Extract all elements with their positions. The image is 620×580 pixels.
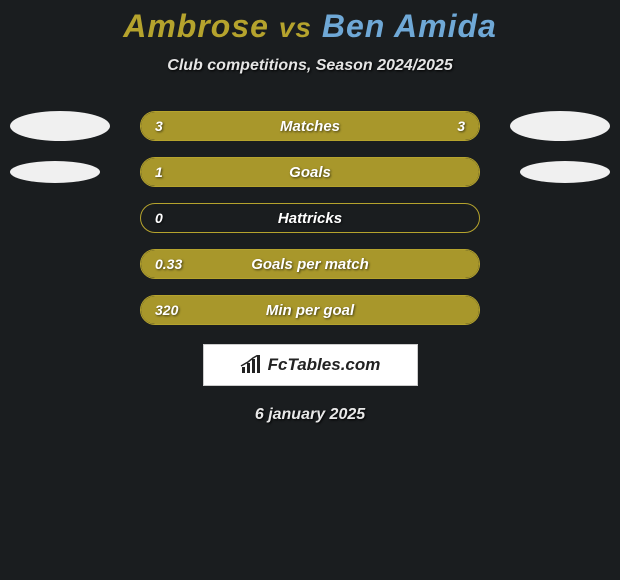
stat-bar: Hattricks0 xyxy=(140,203,480,233)
stat-label: Matches xyxy=(141,118,479,135)
player2-badge xyxy=(510,111,610,141)
stat-row: Matches3 3 xyxy=(0,110,620,142)
stat-label: Hattricks xyxy=(141,210,479,227)
stat-bar: Goals per match0.33 xyxy=(140,249,480,279)
stat-value-left: 0.33 xyxy=(155,256,182,272)
stat-label: Min per goal xyxy=(141,302,479,319)
date-text: 6 january 2025 xyxy=(0,406,620,424)
stat-row: Goals1 xyxy=(0,156,620,188)
vs-text: vs xyxy=(279,12,312,43)
stat-value-left: 320 xyxy=(155,302,178,318)
stat-bar: Goals1 xyxy=(140,157,480,187)
brand-logo[interactable]: FcTables.com xyxy=(203,344,418,386)
player1-name: Ambrose xyxy=(123,8,269,44)
chart-icon xyxy=(240,355,264,375)
stat-label: Goals per match xyxy=(141,256,479,273)
player2-badge xyxy=(520,161,610,183)
stat-value-left: 3 xyxy=(155,118,163,134)
player1-badge xyxy=(10,161,100,183)
stat-row: Goals per match0.33 xyxy=(0,248,620,280)
stat-value-left: 1 xyxy=(155,164,163,180)
stat-value-right: 3 xyxy=(457,118,465,134)
stat-label: Goals xyxy=(141,164,479,181)
subtitle: Club competitions, Season 2024/2025 xyxy=(0,57,620,75)
brand-text: FcTables.com xyxy=(268,355,381,375)
player1-badge xyxy=(10,111,110,141)
stat-bar: Matches3 3 xyxy=(140,111,480,141)
player2-name: Ben Amida xyxy=(322,8,497,44)
stat-row: Hattricks0 xyxy=(0,202,620,234)
stat-bar: Min per goal320 xyxy=(140,295,480,325)
stats-area: Matches3 3 Goals1 Hattricks0 Goals per match… xyxy=(0,110,620,326)
stat-value-left: 0 xyxy=(155,210,163,226)
comparison-widget: Ambrose vs Ben Amida Club competitions, … xyxy=(0,0,620,424)
stat-row: Min per goal320 xyxy=(0,294,620,326)
page-title: Ambrose vs Ben Amida xyxy=(0,8,620,45)
